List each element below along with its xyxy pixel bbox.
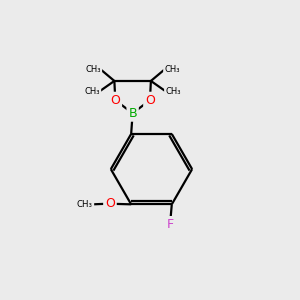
Text: O: O bbox=[110, 94, 120, 106]
Text: F: F bbox=[167, 218, 174, 231]
Text: CH₃: CH₃ bbox=[77, 200, 93, 209]
Text: O: O bbox=[105, 197, 115, 210]
Text: CH₃: CH₃ bbox=[164, 65, 180, 74]
Text: O: O bbox=[145, 94, 155, 106]
Text: CH₃: CH₃ bbox=[165, 87, 181, 96]
Text: B: B bbox=[128, 107, 137, 120]
Text: CH₃: CH₃ bbox=[85, 65, 101, 74]
Text: CH₃: CH₃ bbox=[84, 87, 100, 96]
